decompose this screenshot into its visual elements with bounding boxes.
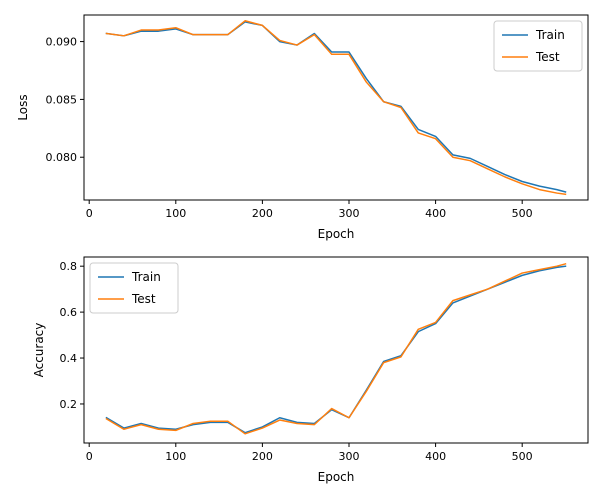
x-axis-label: Epoch [318, 227, 355, 241]
x-tick-label: 400 [425, 207, 446, 220]
x-axis-label: Epoch [318, 470, 355, 484]
y-tick-label: 0.4 [60, 352, 78, 365]
axes-frame [83, 14, 589, 201]
y-axis-label: Accuracy [32, 323, 46, 378]
legend: Train Test [493, 20, 583, 72]
legend-box [89, 262, 179, 314]
y-tick-label: 0.2 [60, 398, 78, 411]
series-line-test [105, 262, 567, 435]
x-tick-label: 0 [86, 450, 93, 463]
x-tick-label: 200 [252, 450, 273, 463]
x-tick-label: 0 [86, 207, 93, 220]
chart-panel-1: 0 100 200 300 400 500 0.080 0.085 0.090 Epoch Loss… [16, 14, 589, 241]
x-tick-label: 300 [338, 450, 359, 463]
axes-frame [83, 256, 589, 444]
x-tick-label: 400 [425, 450, 446, 463]
y-axis-label: Loss [16, 94, 30, 120]
x-tick-label: 500 [512, 450, 533, 463]
legend: Train Test [89, 262, 179, 314]
y-tick-label: 0.6 [60, 306, 78, 319]
legend-label-test: Test [131, 292, 156, 306]
x-tick-label: 500 [512, 207, 533, 220]
x-tick-label: 100 [165, 207, 186, 220]
y-tick-label: 0.8 [60, 260, 78, 273]
legend-label-train: Train [535, 28, 565, 42]
series-line-test [105, 20, 567, 196]
x-tick-label: 300 [338, 207, 359, 220]
legend-label-test: Test [535, 50, 560, 64]
legend-label-train: Train [131, 270, 161, 284]
y-tick-label: 0.090 [46, 36, 78, 49]
x-tick-label: 100 [165, 450, 186, 463]
x-tick-label: 200 [252, 207, 273, 220]
chart-panel-2: 0 100 200 300 400 500 0.2 0.4 0.6 0.8 Epoch Accurac… [32, 256, 589, 484]
legend-box [493, 20, 583, 72]
y-tick-label: 0.080 [46, 151, 78, 164]
y-tick-label: 0.085 [46, 93, 78, 106]
